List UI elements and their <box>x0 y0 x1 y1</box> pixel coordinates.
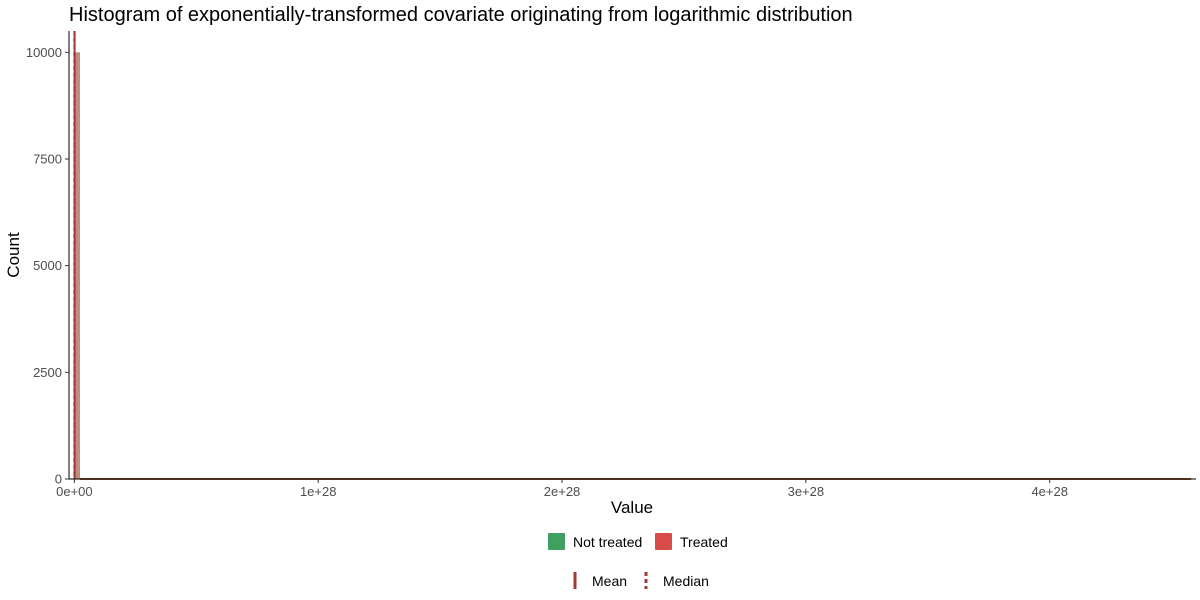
histogram-bar-1-0 <box>74 52 80 479</box>
x-tick-label: 1e+28 <box>300 484 337 499</box>
y-axis-ticks: 0 2500 5000 7500 10000 <box>26 45 69 487</box>
line-legend: Mean Median <box>573 572 709 589</box>
x-axis-ticks: 0e+00 1e+28 2e+28 3e+28 4e+28 <box>56 479 1068 499</box>
legend-label-treated: Treated <box>680 534 728 550</box>
chart-title: Histogram of exponentially-transformed c… <box>69 4 853 26</box>
plot-area <box>73 31 1192 480</box>
y-axis-title: Count <box>4 232 23 278</box>
legend-label-mean: Mean <box>592 573 627 589</box>
x-tick-label: 4e+28 <box>1031 484 1068 499</box>
legend-key-not-treated <box>548 533 565 550</box>
fill-legend: Not treated Treated <box>548 533 728 550</box>
legend-label-not-treated: Not treated <box>573 534 642 550</box>
y-tick-label: 5000 <box>33 258 62 273</box>
y-tick-label: 2500 <box>33 365 62 380</box>
legend-label-median: Median <box>663 573 709 589</box>
y-tick-label: 7500 <box>33 152 62 167</box>
x-tick-label: 3e+28 <box>788 484 825 499</box>
x-axis-title: Value <box>611 498 653 517</box>
x-tick-label: 0e+00 <box>56 484 93 499</box>
x-tick-label: 2e+28 <box>544 484 581 499</box>
legend-key-treated <box>655 533 672 550</box>
y-tick-label: 10000 <box>26 45 62 60</box>
y-tick-label: 0 <box>55 472 62 487</box>
